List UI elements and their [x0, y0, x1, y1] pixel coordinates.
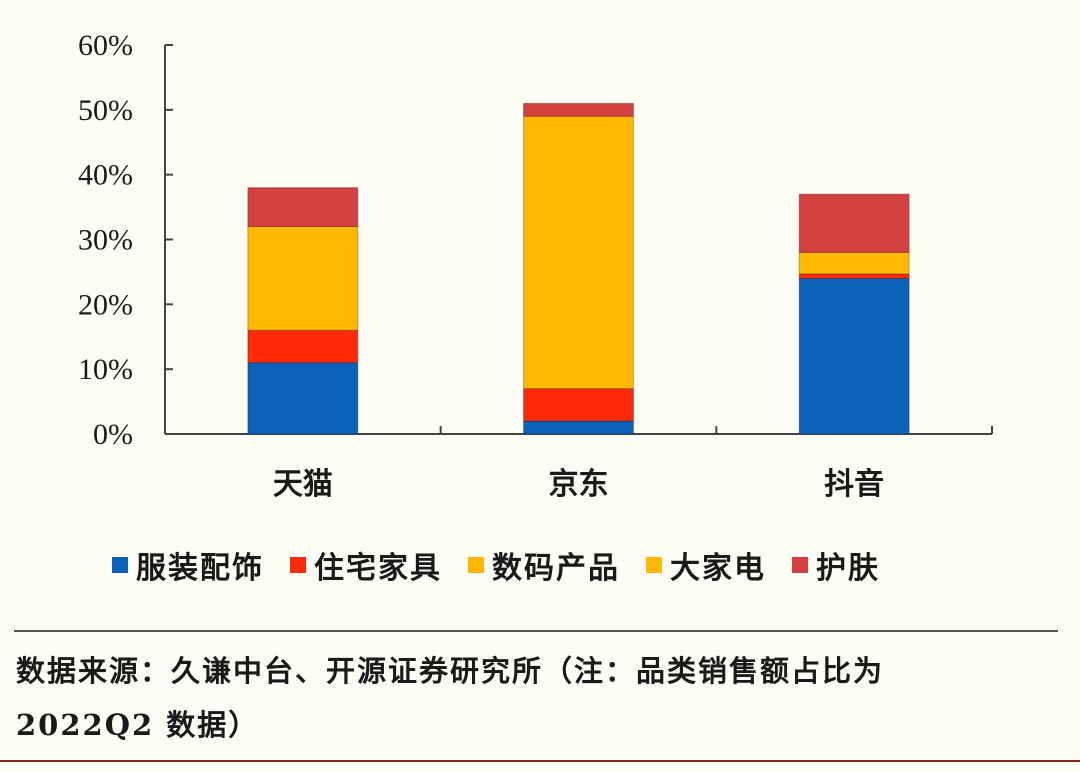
- legend-swatch-icon: [112, 557, 128, 573]
- legend-label: 数码产品: [492, 551, 620, 586]
- bar-segment: [798, 273, 910, 279]
- bar-segment: [523, 115, 634, 390]
- legend-item: 大家电: [646, 543, 766, 587]
- legend-item: 护肤: [792, 543, 880, 587]
- legend-item: 住宅家具: [290, 543, 442, 587]
- x-category-label: 京东: [549, 467, 609, 502]
- legend-item: 服装配饰: [112, 543, 264, 587]
- bottom-rule: [0, 760, 1080, 762]
- y-tick-label: 60%: [78, 29, 133, 62]
- legend-label: 服装配饰: [136, 551, 264, 586]
- legend-swatch-icon: [468, 557, 484, 573]
- legend-label: 住宅家具: [314, 551, 442, 586]
- y-tick-label: 50%: [78, 94, 133, 127]
- bar-segment: [247, 226, 359, 331]
- source-note-line-2: 2022Q2 数据）: [16, 708, 260, 742]
- bar-segment: [523, 102, 634, 117]
- bars: [247, 102, 910, 435]
- x-axis: 天猫 京东 抖音: [164, 426, 993, 502]
- y-tick-label: 40%: [78, 159, 133, 192]
- bar-stack: [798, 193, 910, 435]
- bar-segment: [523, 388, 634, 422]
- source-note-line-1: 数据来源：久谦中台、开源证券研究所（注：品类销售额占比为: [16, 654, 885, 688]
- legend-item: 数码产品: [468, 543, 620, 587]
- bar-stack: [247, 187, 359, 435]
- bar-segment: [523, 420, 634, 435]
- y-tick-label: 20%: [78, 288, 133, 321]
- stacked-bar-chart: 0% 10% 20% 30% 40% 50% 60% 天猫 京东 抖音: [78, 29, 993, 502]
- x-category-label: 天猫: [273, 467, 333, 502]
- bar-segment: [247, 187, 359, 228]
- bar-segment: [247, 362, 359, 435]
- legend-swatch-icon: [792, 557, 808, 573]
- divider-line: [14, 630, 1058, 632]
- bar-stack: [523, 102, 634, 435]
- y-tick-label: 30%: [78, 224, 133, 257]
- y-tick-label: 0%: [93, 418, 133, 451]
- y-tick-label: 10%: [78, 353, 133, 386]
- legend-swatch-icon: [646, 557, 662, 573]
- y-axis: 0% 10% 20% 30% 40% 50% 60%: [78, 29, 173, 451]
- bar-segment: [798, 251, 910, 275]
- legend-label: 大家电: [670, 551, 766, 586]
- source-note: 数据来源：久谦中台、开源证券研究所（注：品类销售额占比为 2022Q2 数据）: [16, 644, 1066, 752]
- bar-segment: [798, 193, 910, 253]
- bar-segment: [798, 277, 910, 435]
- x-category-label: 抖音: [824, 467, 884, 502]
- legend-swatch-icon: [290, 557, 306, 573]
- legend-label: 护肤: [816, 551, 880, 586]
- bar-segment: [247, 329, 359, 364]
- legend: 服装配饰 住宅家具 数码产品 大家电 护肤: [112, 540, 880, 590]
